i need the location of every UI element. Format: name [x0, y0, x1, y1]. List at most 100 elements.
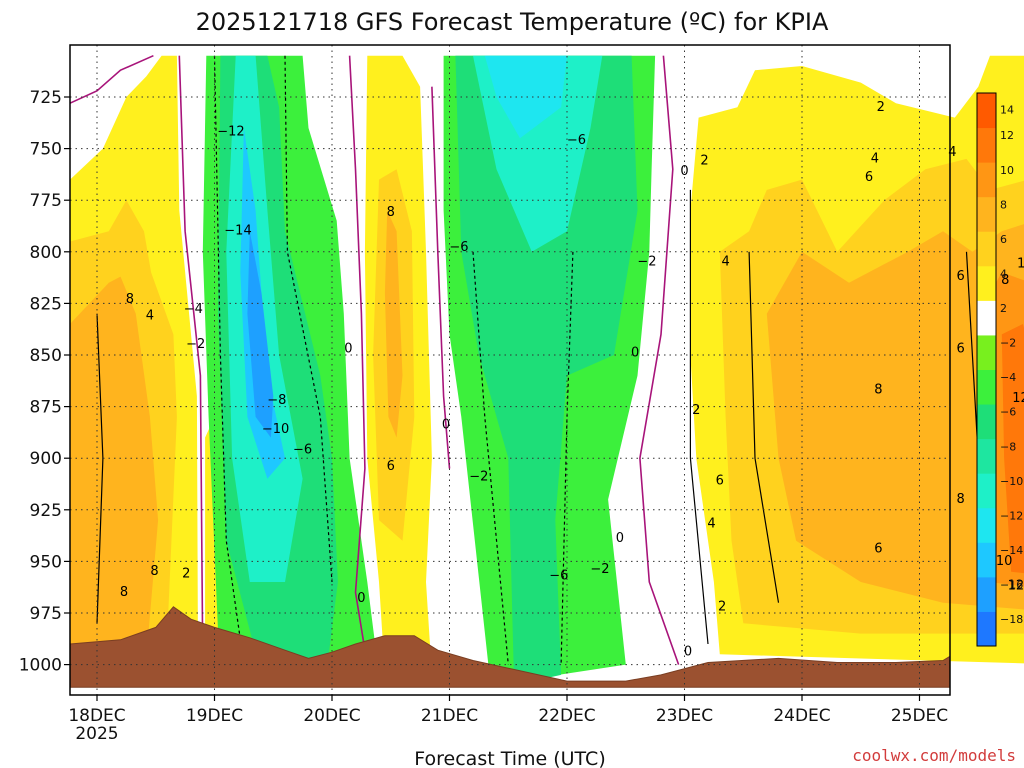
colorbar-tick-label: 4	[1000, 267, 1007, 280]
x-axis-label: Forecast Time (UTC)	[414, 748, 605, 768]
contour-label: −4	[184, 302, 203, 317]
colorbar-swatch	[977, 93, 996, 128]
x-axis: 18DEC 19DEC 20DEC 21DEC 22DEC 23DEC 24DEC 25DEC…	[68, 695, 948, 744]
contour-label: 4	[871, 151, 879, 166]
contour-label: 6	[956, 269, 964, 284]
colorbar-tick-label: −2	[1000, 337, 1016, 350]
colorbar-swatch	[977, 300, 996, 335]
contour-label: 2	[700, 153, 708, 168]
colorbar-tick-label: 10	[1000, 164, 1014, 177]
contour-label: 0	[684, 645, 692, 660]
y-tick-label: 1000	[19, 656, 62, 676]
x-tick-label: 19DEC	[186, 706, 243, 726]
contour-label: 6	[716, 473, 724, 488]
contour-label: 8	[150, 564, 158, 579]
x-tick-label: 25DEC	[891, 706, 948, 726]
contour-label: 4	[146, 308, 154, 323]
colorbar-tick-label: 14	[1000, 103, 1014, 116]
contour-label: −6	[293, 442, 312, 457]
contour-label: 0	[357, 591, 365, 606]
chart-title: 2025121718 GFS Forecast Temperature (ºC)…	[196, 8, 829, 36]
contour-label: −12	[217, 125, 244, 140]
colorbar-tick-label: −4	[1000, 371, 1016, 384]
y-tick-label: 825	[30, 294, 62, 314]
colorbar-swatch	[977, 370, 996, 405]
contour-label: −2	[590, 562, 609, 577]
y-tick-label: 925	[30, 501, 62, 521]
colorbar-swatch	[977, 128, 996, 163]
y-tick-label: 975	[30, 604, 62, 624]
contour-label: 0	[631, 345, 639, 360]
contour-label: −14	[224, 224, 251, 239]
colorbar-swatch	[977, 611, 996, 646]
y-tick-label: 900	[30, 449, 62, 469]
x-tick-label: 21DEC	[421, 706, 478, 726]
colorbar-swatch	[977, 542, 996, 577]
contour-label: −6	[449, 240, 468, 255]
colorbar-tick-label: −18	[1000, 613, 1023, 626]
x-tick-label: 20DEC	[303, 706, 360, 726]
contour-label: 8	[387, 205, 395, 220]
contour-label: 8	[126, 292, 134, 307]
colorbar-swatch	[977, 231, 996, 266]
contour-label: 8	[956, 492, 964, 507]
y-tick-label: 800	[30, 243, 62, 263]
colorbar-swatch	[977, 473, 996, 508]
colorbar-tick-label: 8	[1000, 198, 1007, 211]
colorbar-tick-label: −16	[1000, 579, 1023, 592]
contour-label: 4	[707, 517, 715, 532]
x-year-label: 2025	[75, 724, 118, 744]
contour-label: 6	[387, 459, 395, 474]
contour-label: 6	[865, 170, 873, 185]
contour-label: −8	[267, 393, 286, 408]
y-tick-label: 950	[30, 552, 62, 572]
colorbar-tick-label: −6	[1000, 406, 1016, 419]
contour-label: 2	[877, 100, 885, 115]
contour-label: 0	[344, 341, 352, 356]
colorbar-tick-label: −10	[1000, 475, 1023, 488]
y-tick-label: 875	[30, 398, 62, 418]
colorbar-tick-label: 6	[1000, 233, 1007, 246]
contour-label: −2	[469, 469, 488, 484]
colorbar-swatch	[977, 335, 996, 370]
colorbar-tick-label: 12	[1000, 129, 1014, 142]
contour-label: 0	[616, 531, 624, 546]
x-tick-label: 24DEC	[773, 706, 830, 726]
contour-label: 8	[120, 585, 128, 600]
x-tick-label: 23DEC	[656, 706, 713, 726]
contour-label: −10	[262, 422, 289, 437]
colorbar-swatch	[977, 404, 996, 439]
contour-label: 0	[680, 164, 688, 179]
contour-label: 12	[1012, 391, 1024, 406]
contour-label: −2	[186, 337, 205, 352]
contour-label: −2	[637, 255, 656, 270]
contour-label: 2	[718, 599, 726, 614]
colorbar-swatch	[977, 577, 996, 612]
contour-label: 8	[874, 383, 882, 398]
colorbar-swatch	[977, 266, 996, 301]
contour-label: 0	[442, 418, 450, 433]
colorbar-swatch	[977, 197, 996, 232]
colorbar-swatch	[977, 508, 996, 543]
contour-label: 4	[721, 255, 729, 270]
y-tick-label: 775	[30, 191, 62, 211]
colorbar-tick-label: −14	[1000, 544, 1023, 557]
contour-label: 2	[692, 403, 700, 418]
contour-label: 6	[874, 542, 882, 557]
y-tick-label: 850	[30, 346, 62, 366]
colorbar-swatch	[977, 162, 996, 197]
x-tick-label: 18DEC	[68, 706, 125, 726]
y-axis: 725 750 775 800 825 850 875 900 925 950 975 1000	[19, 88, 70, 676]
contour-label: −6	[549, 568, 568, 583]
y-tick-label: 750	[30, 140, 62, 160]
credit-text: coolwx.com/models	[852, 746, 1016, 765]
y-tick-label: 725	[30, 88, 62, 108]
colorbar-tick-label: 2	[1000, 302, 1007, 315]
colorbar-tick-label: −8	[1000, 440, 1016, 453]
contour-label: 10	[1017, 257, 1024, 272]
contour-label: 2	[182, 566, 190, 581]
contour-label: 6	[956, 341, 964, 356]
temperature-fields	[70, 56, 1024, 686]
